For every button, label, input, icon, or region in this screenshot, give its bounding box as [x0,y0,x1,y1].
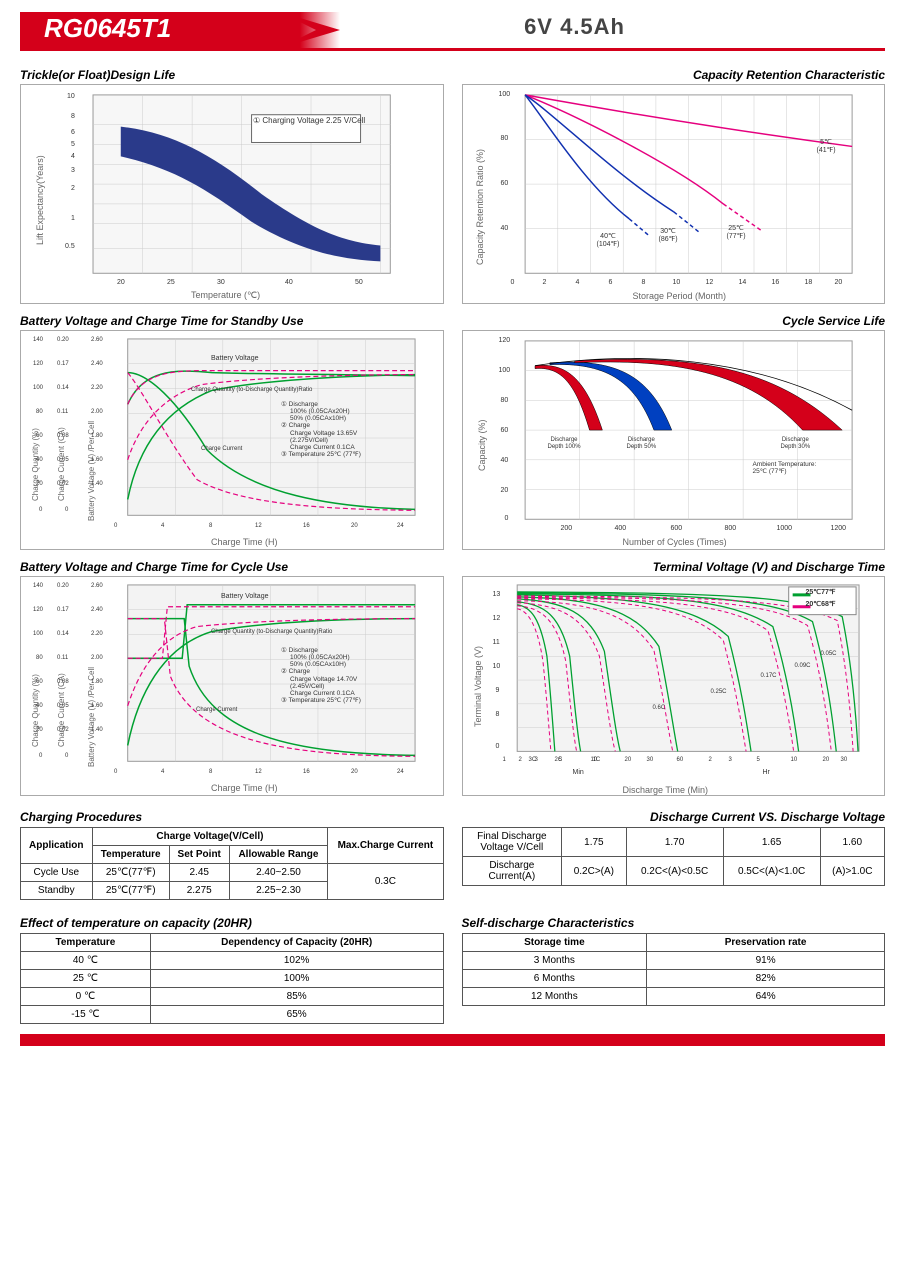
panel-retention: Capacity Retention Characteristic [462,68,886,304]
chart-trickle: ① Charging Voltage 2.25 V/Cell Lift Expe… [20,84,444,304]
title-cyclecharge: Battery Voltage and Charge Time for Cycl… [20,560,444,574]
spec-text: 6V 4.5Ah [524,14,625,40]
table-tempcap: TemperatureDependency of Capacity (20HR)… [20,933,444,1024]
annot-temp-cl: Ambient Temperature: 25℃ (77℉) [753,461,817,475]
annot-list-c: ① Discharge 100% (0.05CAx20H) 50% (0.05C… [281,647,361,704]
panel-cyclecharge: Battery Voltage and Charge Time for Cycl… [20,560,444,796]
title-trickle: Trickle(or Float)Design Life [20,68,444,82]
chart-terminal: Terminal Voltage (V) Discharge Time (Min… [462,576,886,796]
chart-retention: Capacity Retention Ratio (%) Storage Per… [462,84,886,304]
annot-bv-s: Battery Voltage [211,355,258,363]
title-selfd: Self-discharge Characteristics [462,916,886,930]
table-charging: Application Charge Voltage(V/Cell) Max.C… [20,827,444,900]
model-number: RG0645T1 [44,13,171,44]
section-dischargev: Discharge Current VS. Discharge Voltage … [462,804,886,900]
ylabel-cyclelife: Capacity (%) [477,419,487,471]
xlabel-retention: Storage Period (Month) [633,291,727,301]
panel-standby: Battery Voltage and Charge Time for Stan… [20,314,444,550]
panel-cyclelife: Cycle Service Life [462,314,886,550]
panel-trickle: Trickle(or Float)Design Life [20,68,444,304]
annot-cq-c: Charge Quantity (to-Discharge Quantity)R… [211,629,332,636]
section-charging: Charging Procedures Application Charge V… [20,804,444,900]
section-tempcap: Effect of temperature on capacity (20HR)… [20,910,444,1024]
title-charging: Charging Procedures [20,810,444,824]
xlabel-standby: Charge Time (H) [211,537,278,547]
chart-cyclecharge: Charge Quantity (%) Charge Current (CA) … [20,576,444,796]
xlabel-terminal: Discharge Time (Min) [623,785,709,795]
table-dischargev: Final Discharge Voltage V/Cell 1.75 1.70… [462,827,886,886]
chart-standby: Charge Quantity (%) Charge Current (CA) … [20,330,444,550]
title-retention: Capacity Retention Characteristic [462,68,886,82]
xlabel-cyclelife: Number of Cycles (Times) [623,537,727,547]
title-terminal: Terminal Voltage (V) and Discharge Time [462,560,886,574]
ylabel-retention: Capacity Retention Ratio (%) [475,149,485,265]
annot-cc-s: Charge Current [201,446,242,453]
annot-cq-s: Charge Quantity (to-Discharge Quantity)R… [191,387,312,394]
section-selfd: Self-discharge Characteristics Storage t… [462,910,886,1024]
title-dischargev: Discharge Current VS. Discharge Voltage [462,810,886,824]
title-standby: Battery Voltage and Charge Time for Stan… [20,314,444,328]
header-underline [20,48,885,51]
footer-bar [20,1034,885,1046]
ylabel-trickle: Lift Expectancy(Years) [35,155,45,245]
title-tempcap: Effect of temperature on capacity (20HR) [20,916,444,930]
panel-terminal: Terminal Voltage (V) and Discharge Time [462,560,886,796]
title-cyclelife: Cycle Service Life [462,314,886,328]
annot-cc-c: Charge Current [196,707,237,714]
xlabel-cc: Charge Time (H) [211,783,278,793]
annot-trickle: ① Charging Voltage 2.25 V/Cell [253,117,365,126]
annot-list-s: ① Discharge 100% (0.05CAx20H) 50% (0.05C… [281,401,361,458]
header: RG0645T1 6V 4.5Ah [20,12,885,54]
xlabel-trickle: Temperature (℃) [191,290,260,301]
annot-bv-c: Battery Voltage [221,593,268,601]
chart-cyclelife: Capacity (%) Number of Cycles (Times) 12… [462,330,886,550]
ylabel-terminal: Terminal Voltage (V) [473,646,483,727]
table-selfd: Storage timePreservation rate 3 Months91… [462,933,886,1006]
